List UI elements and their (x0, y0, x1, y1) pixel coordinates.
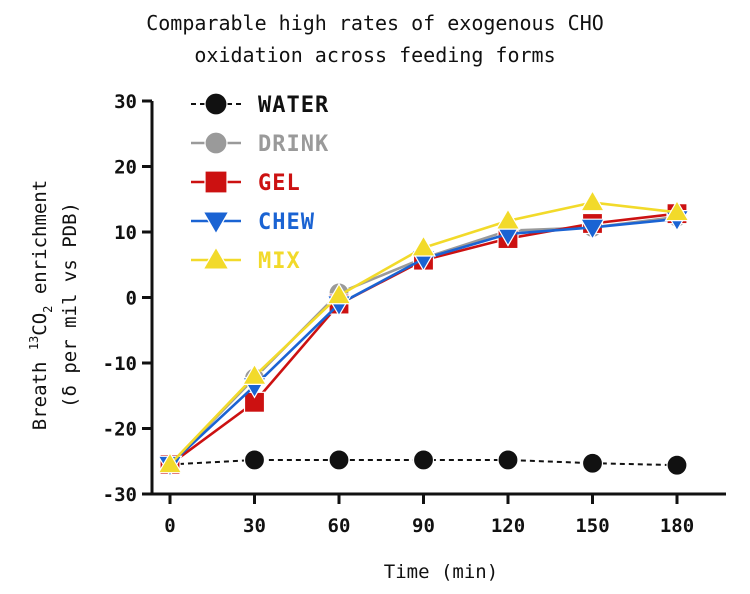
legend-item-water: WATER (191, 92, 329, 118)
legend-marker (202, 246, 230, 270)
data-point-mix (326, 282, 352, 305)
data-point-water (581, 452, 604, 474)
x-tick-label: 90 (412, 515, 435, 537)
data-point-mix (157, 451, 183, 474)
legend-marker (202, 211, 230, 235)
data-point-mix (664, 199, 690, 222)
y-axis-label: Breath 13CO2 enrichment (δ per mil vs PD… (27, 180, 81, 431)
chart-title-line-1: Comparable high rates of exogenous CHO (146, 11, 604, 35)
legend-label: MIX (258, 249, 301, 274)
legend-label: WATER (258, 93, 329, 118)
data-point-mix (579, 189, 606, 212)
y-axis-label-co: CO (29, 313, 51, 336)
chart-title-line-2: oxidation across feeding forms (194, 43, 555, 67)
legend-label: CHEW (258, 210, 315, 235)
x-tick-label: 120 (491, 515, 525, 537)
svg-text:Breath 13CO2 enrichment: Breath 13CO2 enrichment (27, 180, 55, 431)
axes: -30 -20 -10 0 10 20 30 0 30 60 90 120 150 180 (103, 91, 726, 537)
legend-item-drink: DRINK (191, 131, 329, 157)
series-mix (157, 189, 690, 474)
y-axis-label-suffix: enrichment (29, 180, 51, 306)
data-point-water (497, 449, 519, 471)
x-tick-label: 30 (243, 515, 266, 537)
y-axis-label-prefix: Breath (29, 350, 51, 430)
y-axis-label-subscript: 2 (41, 306, 55, 313)
y-tick-label: -30 (103, 484, 137, 506)
legend-marker (204, 92, 228, 116)
data-point-water (412, 449, 435, 471)
y-axis-label-line-2: (δ per mil vs PDB) (59, 202, 81, 408)
series-water (159, 449, 688, 476)
data-point-water (243, 449, 266, 471)
x-tick-label: 60 (328, 515, 351, 537)
x-tick-label: 180 (660, 515, 694, 537)
data-point-mix (495, 208, 521, 230)
y-tick-label: 20 (114, 157, 137, 179)
legend-marker (204, 170, 228, 194)
data-point-mix (410, 234, 437, 257)
y-axis-label-superscript: 13 (27, 336, 41, 350)
legend-marker (204, 131, 228, 155)
x-axis-label: Time (min) (384, 561, 498, 583)
legend: WATER DRINK GEL CHEW MIX (191, 92, 329, 274)
legend-item-chew: CHEW (191, 210, 315, 235)
x-tick-label: 0 (164, 515, 175, 537)
data-point-water (666, 454, 688, 476)
data-point-mix (241, 363, 268, 385)
y-tick-label: 10 (114, 222, 137, 244)
y-tick-label: 0 (126, 288, 137, 310)
y-tick-label: -20 (103, 419, 137, 441)
legend-item-mix: MIX (191, 246, 301, 274)
legend-label: GEL (258, 171, 301, 196)
y-tick-label: -10 (103, 353, 137, 375)
legend-item-gel: GEL (191, 170, 301, 196)
y-tick-label: 30 (114, 91, 137, 113)
data-point-water (328, 449, 350, 471)
x-tick-label: 150 (575, 515, 609, 537)
legend-label: DRINK (258, 132, 329, 157)
plot-area (157, 189, 690, 478)
data-point-chew (579, 218, 606, 241)
